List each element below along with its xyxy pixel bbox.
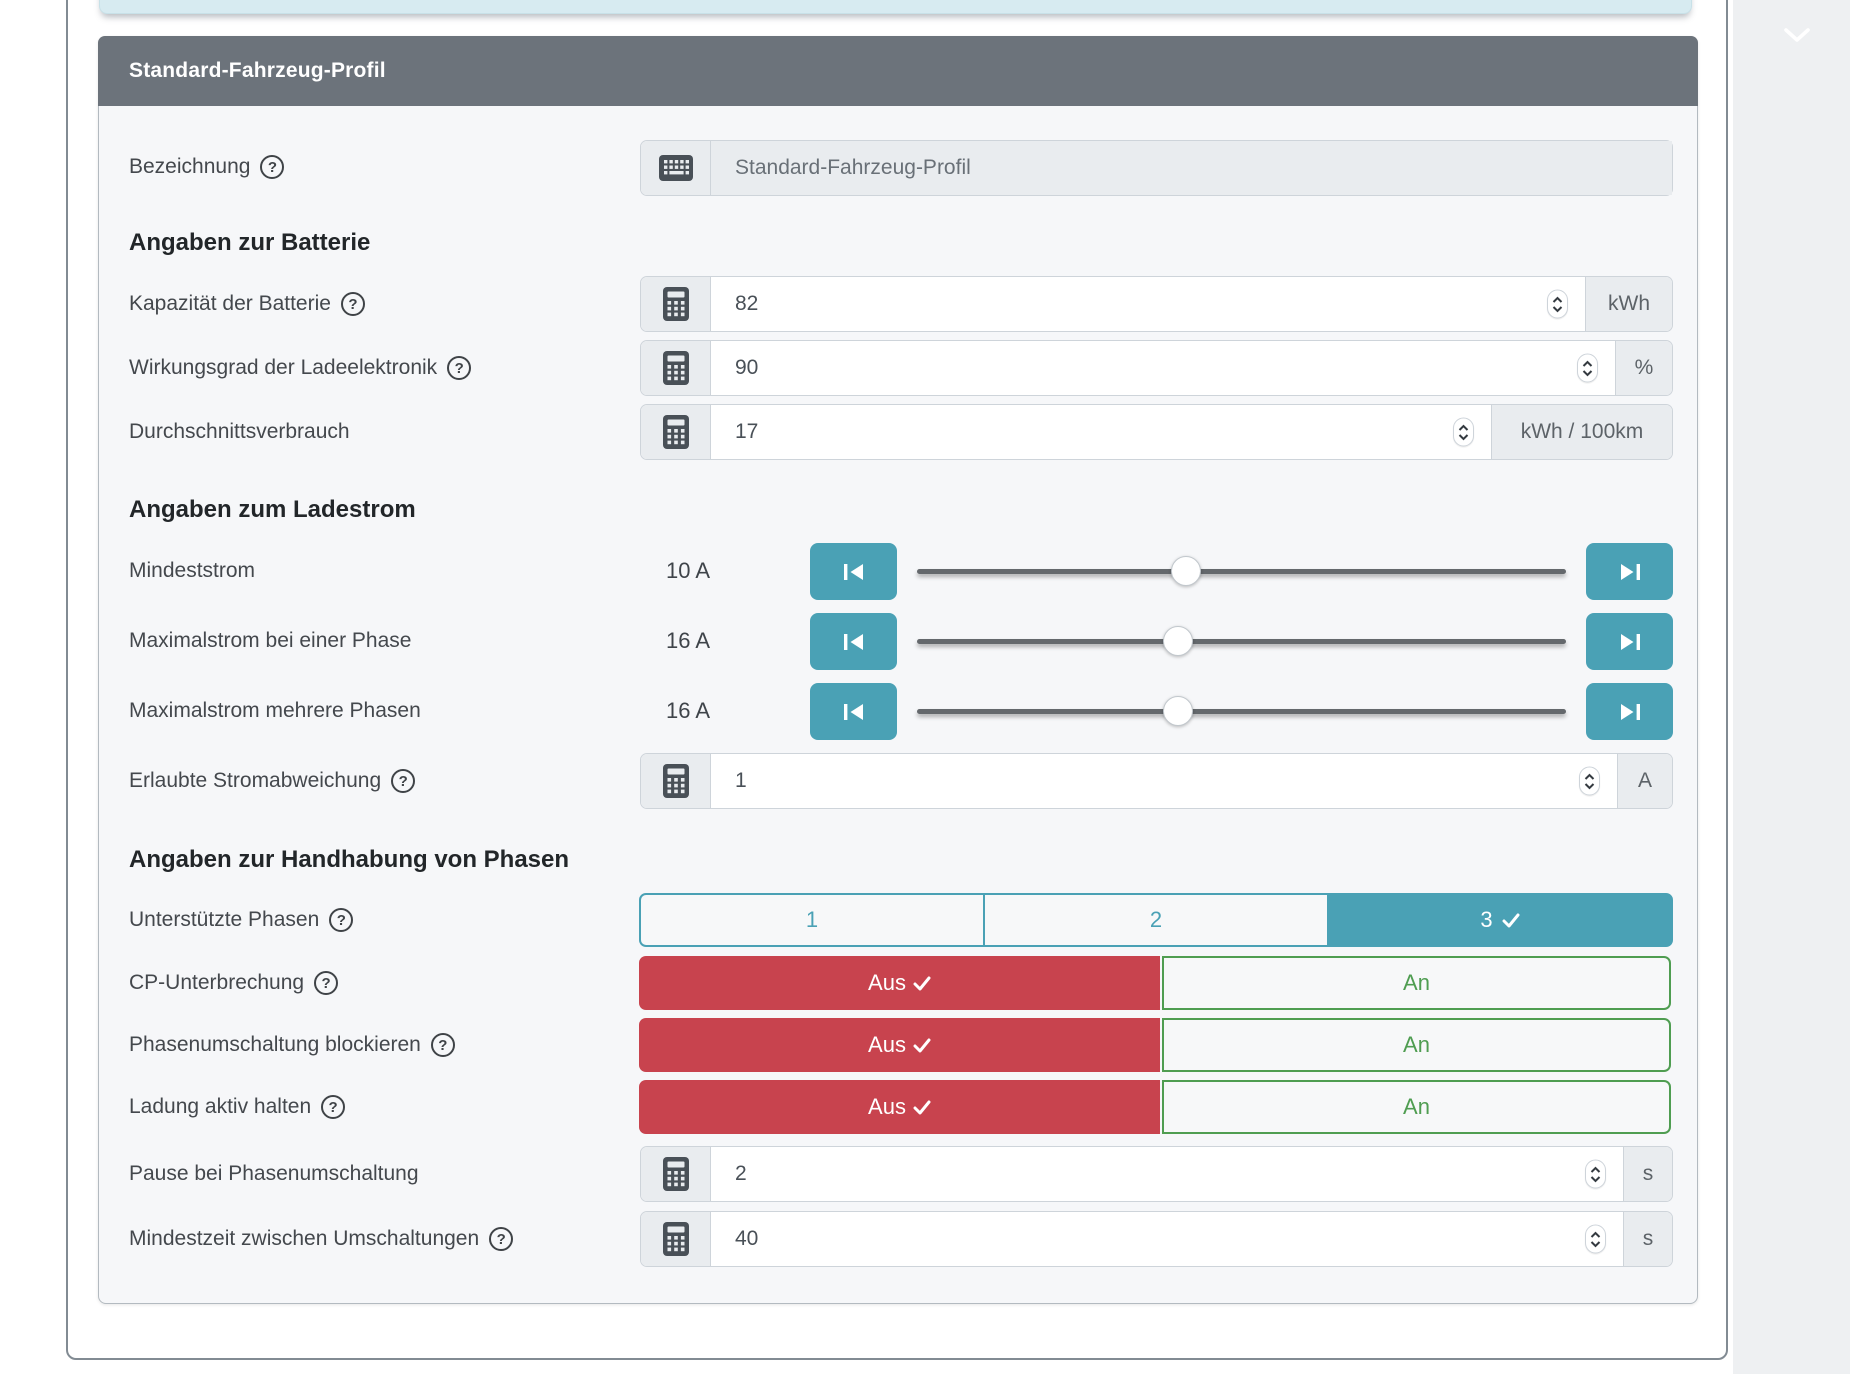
- phasen-segment-group: 1 2 3: [639, 893, 1673, 947]
- verbrauch-label: Durchschnittsverbrauch: [129, 420, 350, 443]
- help-icon[interactable]: ?: [391, 769, 416, 793]
- profile-card-title: Standard-Fahrzeug-Profil: [129, 59, 386, 82]
- calculator-icon: [641, 1212, 711, 1266]
- phasen-option-1[interactable]: 1: [639, 893, 985, 947]
- help-icon[interactable]: ?: [260, 155, 285, 179]
- mindeststrom-value: 10 A: [665, 558, 710, 583]
- slider-max-button[interactable]: [1586, 683, 1673, 740]
- wirkungsgrad-input[interactable]: 90: [711, 341, 1615, 395]
- slider-track[interactable]: [917, 569, 1566, 574]
- stromabweichung-label: Erlaubte Stromabweichung ?: [129, 754, 416, 808]
- max-eine-phase-slider[interactable]: [917, 626, 1566, 656]
- number-stepper[interactable]: [1453, 417, 1474, 447]
- ladung-aktiv-halten-on[interactable]: An: [1162, 1080, 1671, 1134]
- max-mehrere-phasen-label: Maximalstrom mehrere Phasen: [129, 699, 421, 722]
- help-icon[interactable]: ?: [430, 1033, 455, 1057]
- wirkungsgrad-field: 90 %: [640, 340, 1673, 396]
- help-icon[interactable]: ?: [321, 1095, 346, 1119]
- mindeststrom-slider[interactable]: [917, 556, 1566, 586]
- slider-min-button[interactable]: [810, 613, 897, 670]
- calculator-icon: [641, 277, 711, 331]
- phasenumschaltung-blockieren-on[interactable]: An: [1162, 1018, 1671, 1072]
- check-icon: [1502, 913, 1520, 927]
- check-icon: [913, 1100, 931, 1114]
- unit-label: kWh / 100km: [1491, 405, 1672, 459]
- calculator-icon: [641, 1147, 711, 1201]
- max-eine-phase-value: 16 A: [665, 628, 710, 653]
- unit-label: A: [1617, 754, 1672, 808]
- slider-max-button[interactable]: [1586, 543, 1673, 600]
- mindestzeit-label: Mindestzeit zwischen Umschaltungen ?: [129, 1212, 514, 1266]
- chevron-down-icon[interactable]: [1784, 28, 1810, 43]
- max-eine-phase-label: Maximalstrom bei einer Phase: [129, 629, 412, 652]
- verbrauch-input[interactable]: 17: [711, 405, 1491, 459]
- check-icon: [913, 1038, 931, 1052]
- cp-unterbrechung-on[interactable]: An: [1162, 956, 1671, 1010]
- kapazitaet-field: 82 kWh: [640, 276, 1673, 332]
- max-mehrere-phasen-value: 16 A: [665, 698, 710, 723]
- slider-track[interactable]: [917, 639, 1566, 644]
- stromabweichung-input[interactable]: 1: [711, 754, 1617, 808]
- ladung-aktiv-halten-label: Ladung aktiv halten ?: [129, 1080, 346, 1134]
- cp-unterbrechung-label: CP-Unterbrechung ?: [129, 956, 339, 1010]
- verbrauch-field: 17 kWh / 100km: [640, 404, 1673, 460]
- number-stepper[interactable]: [1579, 766, 1600, 796]
- number-stepper[interactable]: [1585, 1159, 1606, 1189]
- pause-label: Pause bei Phasenumschaltung: [129, 1162, 419, 1185]
- number-stepper[interactable]: [1547, 289, 1568, 319]
- bezeichnung-field: Standard-Fahrzeug-Profil: [640, 140, 1673, 196]
- help-icon[interactable]: ?: [329, 908, 354, 932]
- max-mehrere-phasen-slider[interactable]: [917, 696, 1566, 726]
- help-icon[interactable]: ?: [489, 1227, 514, 1251]
- phasenumschaltung-blockieren-off-selected[interactable]: Aus: [639, 1018, 1160, 1072]
- slider-min-button[interactable]: [810, 683, 897, 740]
- wirkungsgrad-label: Wirkungsgrad der Ladeelektronik ?: [129, 341, 472, 395]
- calculator-icon: [641, 341, 711, 395]
- kapazitaet-label: Kapazität der Batterie ?: [129, 277, 365, 331]
- cp-unterbrechung-off-selected[interactable]: Aus: [639, 956, 1160, 1010]
- mindeststrom-label: Mindeststrom: [129, 559, 256, 582]
- calculator-icon: [641, 405, 711, 459]
- help-icon[interactable]: ?: [314, 971, 339, 995]
- slider-thumb[interactable]: [1163, 626, 1193, 656]
- slider-max-button[interactable]: [1586, 613, 1673, 670]
- phasen-option-2[interactable]: 2: [983, 893, 1329, 947]
- help-icon[interactable]: ?: [340, 292, 365, 316]
- bezeichnung-label: Bezeichnung ?: [129, 140, 285, 194]
- phasen-option-3-selected[interactable]: 3: [1327, 893, 1673, 947]
- keyboard-icon: [641, 141, 711, 195]
- phasen-label: Unterstützte Phasen ?: [129, 893, 354, 947]
- pause-input[interactable]: 2: [711, 1147, 1623, 1201]
- help-icon[interactable]: ?: [447, 356, 472, 380]
- pause-field: 2 s: [640, 1146, 1673, 1202]
- mindestzeit-field: 40 s: [640, 1211, 1673, 1267]
- phasenumschaltung-blockieren-label: Phasenumschaltung blockieren ?: [129, 1018, 455, 1072]
- ladung-aktiv-halten-off-selected[interactable]: Aus: [639, 1080, 1160, 1134]
- stromabweichung-field: 1 A: [640, 753, 1673, 809]
- slider-track[interactable]: [917, 709, 1566, 714]
- unit-label: s: [1623, 1212, 1672, 1266]
- number-stepper[interactable]: [1585, 1224, 1606, 1254]
- mindestzeit-input[interactable]: 40: [711, 1212, 1623, 1266]
- slider-thumb[interactable]: [1163, 696, 1193, 726]
- info-alert-cropped: [99, 0, 1692, 14]
- profile-card-header[interactable]: Standard-Fahrzeug-Profil: [98, 36, 1698, 106]
- section-heading-ladestrom: Angaben zum Ladestrom: [129, 496, 416, 523]
- slider-min-button[interactable]: [810, 543, 897, 600]
- calculator-icon: [641, 754, 711, 808]
- check-icon: [913, 976, 931, 990]
- slider-thumb[interactable]: [1171, 556, 1201, 586]
- number-stepper[interactable]: [1577, 353, 1598, 383]
- kapazitaet-input[interactable]: 82: [711, 277, 1585, 331]
- outside-page-area: [1733, 0, 1850, 1374]
- unit-label: s: [1623, 1147, 1672, 1201]
- unit-label: %: [1615, 341, 1672, 395]
- section-heading-batterie: Angaben zur Batterie: [129, 229, 371, 256]
- bezeichnung-input: Standard-Fahrzeug-Profil: [711, 141, 1672, 195]
- section-heading-phasen: Angaben zur Handhabung von Phasen: [129, 846, 570, 873]
- unit-label: kWh: [1585, 277, 1672, 331]
